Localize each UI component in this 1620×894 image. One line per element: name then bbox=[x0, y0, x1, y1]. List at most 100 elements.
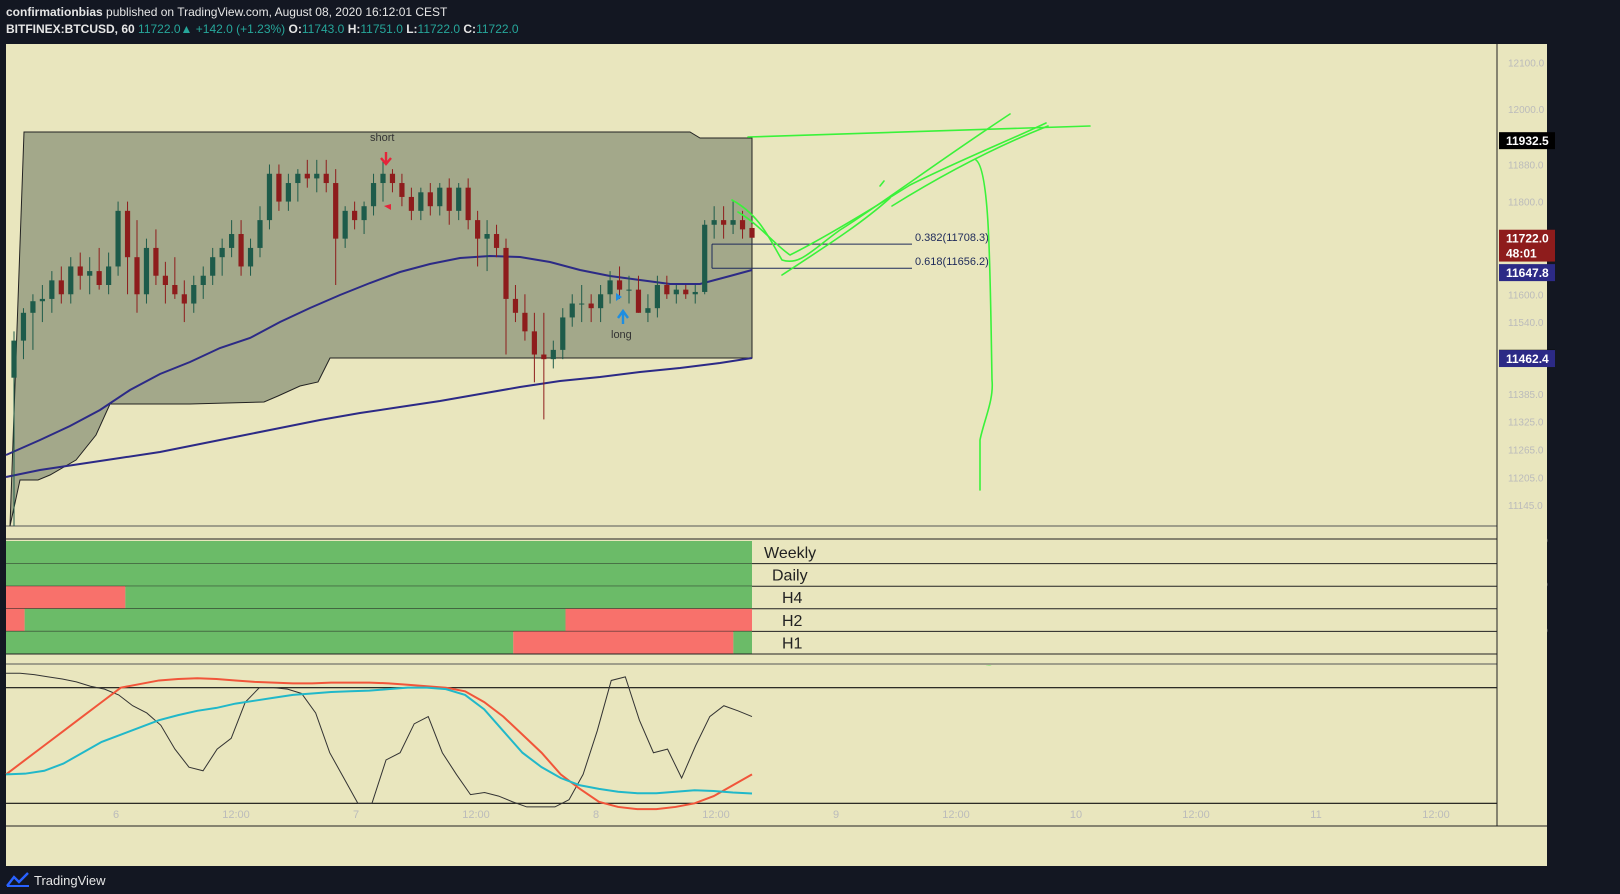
candle-body bbox=[276, 173, 282, 202]
candle-body bbox=[191, 285, 197, 304]
publish-line: confirmationbias published on TradingVie… bbox=[6, 5, 447, 19]
candle-body bbox=[124, 210, 131, 258]
close-label: C: bbox=[463, 22, 477, 36]
buy-marker-icon bbox=[616, 293, 622, 301]
price-tag bbox=[1499, 229, 1555, 247]
candle-body bbox=[30, 301, 36, 313]
candle-body bbox=[333, 183, 339, 239]
heatmap-cell bbox=[6, 631, 514, 654]
author-name[interactable]: confirmationbias bbox=[6, 5, 103, 19]
candle-body bbox=[616, 280, 623, 290]
trend-heatmap: WeeklyDailyH4H2H15.0000004.0000003.00000… bbox=[6, 527, 1548, 665]
candle-body bbox=[541, 354, 547, 360]
candle-body bbox=[77, 266, 83, 276]
open-label: O: bbox=[288, 22, 302, 36]
price-tick: 11600.0 bbox=[1508, 290, 1544, 301]
price-tick: 11325.0 bbox=[1508, 418, 1544, 429]
heatmap-cell bbox=[565, 608, 752, 632]
time-tick: 8 bbox=[593, 809, 599, 821]
candle-body bbox=[598, 294, 604, 309]
time-axis[interactable]: 6 12:00 7 12:00 8 12:00 9 12:00 10 12:00 11 12:00 bbox=[6, 809, 1547, 866]
heatmap-cell bbox=[24, 608, 566, 632]
price-tag bbox=[1499, 244, 1555, 262]
range-band-fill bbox=[9, 131, 753, 527]
candle-body bbox=[314, 173, 320, 179]
candle-body bbox=[380, 173, 386, 184]
candles bbox=[11, 159, 755, 526]
candle-body bbox=[588, 303, 594, 309]
candle-body bbox=[210, 257, 216, 276]
price-tag-text: 11647.8 bbox=[1506, 266, 1549, 280]
annot-bracket bbox=[975, 159, 994, 491]
heatmap-cell bbox=[125, 586, 753, 609]
candle-body bbox=[503, 247, 509, 299]
candle-body bbox=[87, 271, 93, 276]
high-label: H: bbox=[347, 22, 361, 36]
candle-body bbox=[172, 285, 178, 295]
candle-body bbox=[607, 280, 613, 295]
candle-body bbox=[181, 294, 187, 304]
oscillator-series-2 bbox=[5, 677, 753, 811]
heatmap-cell bbox=[6, 608, 25, 632]
candle-body bbox=[49, 280, 55, 299]
short-arrow-icon bbox=[380, 152, 392, 166]
heatmap-cell bbox=[6, 563, 752, 587]
candle-body bbox=[323, 173, 329, 184]
candle-body bbox=[285, 183, 291, 202]
price-tick: 12100.0 bbox=[1508, 59, 1545, 70]
price-tag-text: 48:01 bbox=[1506, 247, 1537, 261]
candle-body bbox=[304, 173, 310, 179]
price-axis[interactable]: 12100.0 12000.0 11880.0 11800.0 11600.0 11540… bbox=[1496, 44, 1555, 826]
signal-markers: short long bbox=[370, 132, 632, 341]
candle-body bbox=[560, 317, 566, 350]
price-tick: 11145.0 bbox=[1508, 501, 1543, 512]
time-tick: 6 bbox=[113, 809, 119, 821]
candle-body bbox=[730, 220, 736, 225]
publish-info: published on TradingView.com, August 08,… bbox=[106, 5, 448, 19]
footer-brand[interactable]: TradingView bbox=[34, 873, 106, 888]
time-tick: 12:00 bbox=[222, 809, 250, 821]
chart-header: confirmationbias published on TradingVie… bbox=[0, 0, 1620, 40]
price-tag-text: 11722.0 bbox=[1506, 232, 1549, 246]
long-arrow-icon bbox=[617, 308, 629, 324]
candle-body bbox=[295, 173, 301, 184]
heatmap-cell bbox=[6, 586, 126, 609]
symbol-label[interactable]: BITFINEX:BTCUSD, 60 bbox=[6, 22, 135, 36]
candle-body bbox=[20, 312, 27, 341]
chart-canvas[interactable]: 0.382(11708.3) 0.618(11656.2) short long W… bbox=[0, 40, 1620, 866]
candle-body bbox=[673, 289, 679, 295]
time-tick: 12:00 bbox=[1422, 809, 1450, 821]
ohlc-line: BITFINEX:BTCUSD, 60 11722.0▲ +142.0 (+1.… bbox=[6, 22, 519, 36]
close-value: 11722.0 bbox=[476, 22, 519, 36]
sell-marker-icon bbox=[384, 204, 391, 210]
tradingview-logo-icon[interactable] bbox=[6, 871, 30, 889]
candle-body bbox=[475, 220, 481, 239]
heatmap-label-h2: H2 bbox=[782, 613, 803, 630]
candle-body bbox=[361, 206, 367, 221]
price-tag-text: 11932.5 bbox=[1506, 134, 1549, 148]
price-tag bbox=[1499, 264, 1555, 282]
time-tick: 12:00 bbox=[1182, 809, 1210, 821]
candle-body bbox=[569, 303, 575, 318]
moving-averages bbox=[5, 254, 753, 478]
candle-body bbox=[664, 285, 670, 295]
price-tick: 11265.0 bbox=[1508, 446, 1544, 457]
candle-body bbox=[418, 192, 424, 211]
oscillator-series-3 bbox=[5, 686, 753, 795]
candle-body bbox=[39, 298, 45, 302]
candle-body bbox=[96, 271, 102, 285]
candle-body bbox=[626, 289, 632, 291]
candle-body bbox=[115, 210, 121, 267]
candle-body bbox=[153, 247, 159, 276]
heatmap-label-weekly: Weekly bbox=[764, 545, 816, 562]
time-tick: 7 bbox=[353, 809, 359, 821]
candle-body bbox=[58, 280, 64, 295]
price-change: +142.0 (+1.23%) bbox=[195, 22, 286, 36]
short-label: short bbox=[370, 132, 394, 144]
axis-background bbox=[1497, 44, 1547, 826]
candle-body bbox=[493, 234, 500, 248]
footer: TradingView bbox=[0, 866, 1620, 894]
open-value: 11743.0 bbox=[301, 22, 345, 36]
time-tick: 12:00 bbox=[702, 809, 730, 821]
candle-body bbox=[484, 234, 490, 239]
